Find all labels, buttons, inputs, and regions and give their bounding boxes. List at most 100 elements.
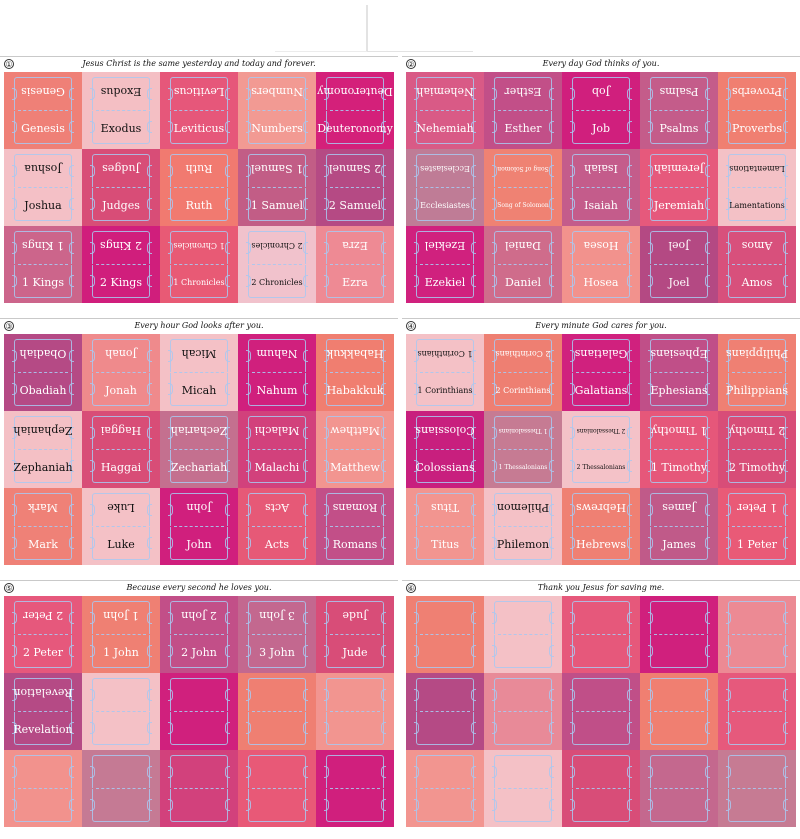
bookmark-tile[interactable] <box>562 596 640 673</box>
bookmark-tile[interactable] <box>562 750 640 827</box>
bookmark-tile[interactable]: Proverbs Proverbs <box>718 72 796 149</box>
bookmark-tile[interactable] <box>160 750 238 827</box>
bookmark-tile[interactable]: John John <box>160 488 238 565</box>
bookmark-tile[interactable]: Ecclesiastes Ecclesiastes <box>406 149 484 226</box>
bookmark-tile[interactable]: Job Job <box>562 72 640 149</box>
bookmark-tile[interactable]: Obadiah Obadiah <box>4 334 82 411</box>
bookmark-tile[interactable] <box>4 750 82 827</box>
bookmark-tile[interactable]: Ruth Ruth <box>160 149 238 226</box>
bookmark-tile[interactable]: Habakkuk Habakkuk <box>316 334 394 411</box>
bookmark-tile[interactable]: 2 Samuel 2 Samuel <box>316 149 394 226</box>
bookmark-tile[interactable]: 2 Kings 2 Kings <box>82 226 160 303</box>
bookmark-tile[interactable]: 2 Timothy 2 Timothy <box>718 411 796 488</box>
bookmark-tile[interactable]: Genesis Genesis <box>4 72 82 149</box>
bookmark-tile[interactable] <box>316 750 394 827</box>
bookmark-tile[interactable]: 2 Corinthians 2 Corinthians <box>484 334 562 411</box>
tab-notch <box>549 88 554 100</box>
bookmark-tile[interactable]: Judges Judges <box>82 149 160 226</box>
bookmark-tile[interactable] <box>640 596 718 673</box>
bookmark-tile[interactable]: Colossians Colossians <box>406 411 484 488</box>
bookmark-tile[interactable]: Zephaniah Zephaniah <box>4 411 82 488</box>
bookmark-tile[interactable] <box>406 596 484 673</box>
bookmark-tile[interactable]: Joshua Joshua <box>4 149 82 226</box>
bookmark-tile[interactable]: Revelation Revelation <box>4 673 82 750</box>
bookmark-tile[interactable] <box>406 673 484 750</box>
bookmark-tile[interactable]: Leviticus Leviticus <box>160 72 238 149</box>
tile-label: Job <box>591 122 611 135</box>
bookmark-tile[interactable]: Romans Romans <box>316 488 394 565</box>
bookmark-tile[interactable]: Acts Acts <box>238 488 316 565</box>
tab-notch <box>246 799 251 811</box>
bookmark-tile[interactable]: Nehemiah Nehemiah <box>406 72 484 149</box>
tab-notch <box>303 799 308 811</box>
bookmark-tile[interactable]: Philippians Philippians <box>718 334 796 411</box>
bookmark-tile[interactable]: Micah Micah <box>160 334 238 411</box>
bookmark-tile[interactable]: Numbers Numbers <box>238 72 316 149</box>
bookmark-tile[interactable]: 1 Kings 1 Kings <box>4 226 82 303</box>
bookmark-tile[interactable]: 1 Thessalonians 1 Thessalonians <box>484 411 562 488</box>
bookmark-tile[interactable]: James James <box>640 488 718 565</box>
bookmark-tile[interactable]: Nahum Nahum <box>238 334 316 411</box>
bookmark-tile[interactable] <box>238 750 316 827</box>
bookmark-tile[interactable]: Titus Titus <box>406 488 484 565</box>
tab-outline <box>726 188 788 221</box>
bookmark-tile[interactable]: Lamentations Lamentations <box>718 149 796 226</box>
bookmark-tile[interactable]: Song of Solomon Song of Solomon <box>484 149 562 226</box>
bookmark-tile[interactable]: Mark Mark <box>4 488 82 565</box>
bookmark-tile[interactable]: 1 Corinthians 1 Corinthians <box>406 334 484 411</box>
bookmark-tile[interactable]: 1 John 1 John <box>82 596 160 673</box>
bookmark-tile[interactable]: Ephesians Ephesians <box>640 334 718 411</box>
bookmark-tile[interactable]: Daniel Daniel <box>484 226 562 303</box>
bookmark-tile[interactable]: Exodus Exodus <box>82 72 160 149</box>
bookmark-tile[interactable] <box>484 750 562 827</box>
bookmark-tile[interactable]: Hosea Hosea <box>562 226 640 303</box>
bookmark-tile[interactable]: Deuteronomy Deuteronomy <box>316 72 394 149</box>
bookmark-tile[interactable]: Esther Esther <box>484 72 562 149</box>
bookmark-tile[interactable] <box>484 673 562 750</box>
bookmark-tile[interactable] <box>562 673 640 750</box>
bookmark-tile[interactable] <box>160 673 238 750</box>
bookmark-tile[interactable] <box>82 750 160 827</box>
fold-line <box>576 634 626 635</box>
bookmark-tile[interactable]: Ezekiel Ezekiel <box>406 226 484 303</box>
bookmark-tile[interactable] <box>640 673 718 750</box>
bookmark-tile[interactable] <box>316 673 394 750</box>
bookmark-tile[interactable]: 1 Peter 1 Peter <box>718 488 796 565</box>
bookmark-tile[interactable]: Jonah Jonah <box>82 334 160 411</box>
tab-notch <box>726 350 731 362</box>
bookmark-tile[interactable] <box>718 673 796 750</box>
bookmark-tile[interactable] <box>640 750 718 827</box>
bookmark-tile[interactable]: Amos Amos <box>718 226 796 303</box>
bookmark-tile[interactable]: Galatians Galatians <box>562 334 640 411</box>
bookmark-tile[interactable]: 2 John 2 John <box>160 596 238 673</box>
bookmark-tile[interactable]: 1 Samuel 1 Samuel <box>238 149 316 226</box>
bookmark-tile[interactable]: Hebrews Hebrews <box>562 488 640 565</box>
bookmark-tile[interactable]: Joel Joel <box>640 226 718 303</box>
bookmark-tile[interactable] <box>406 750 484 827</box>
bookmark-tile[interactable] <box>484 596 562 673</box>
bookmark-tile[interactable]: Philemon Philemon <box>484 488 562 565</box>
bookmark-tile[interactable]: 1 Timothy 1 Timothy <box>640 411 718 488</box>
bookmark-tile[interactable] <box>238 673 316 750</box>
bookmark-tile[interactable]: Isaiah Isaiah <box>562 149 640 226</box>
bookmark-tile[interactable]: 2 Thessalonians 2 Thessalonians <box>562 411 640 488</box>
fold-line <box>654 264 704 265</box>
bookmark-tile[interactable]: Haggai Haggai <box>82 411 160 488</box>
bookmark-tile[interactable] <box>718 596 796 673</box>
bookmark-tile[interactable]: 2 Peter 2 Peter <box>4 596 82 673</box>
bookmark-tile[interactable] <box>718 750 796 827</box>
bookmark-tile[interactable]: Malachi Malachi <box>238 411 316 488</box>
bookmark-tile[interactable]: Psalms Psalms <box>640 72 718 149</box>
bookmark-tile[interactable]: Jeremiah Jeremiah <box>640 149 718 226</box>
bookmark-tile[interactable]: Zechariah Zechariah <box>160 411 238 488</box>
bookmark-tile[interactable]: 1 Chronicles 1 Chronicles <box>160 226 238 303</box>
bookmark-tile[interactable]: Luke Luke <box>82 488 160 565</box>
bookmark-tile[interactable]: Ezra Ezra <box>316 226 394 303</box>
bookmark-tile[interactable]: 2 Chronicles 2 Chronicles <box>238 226 316 303</box>
bookmark-tile[interactable] <box>82 673 160 750</box>
bookmark-tile[interactable]: Matthew Matthew <box>316 411 394 488</box>
tab-notch <box>648 766 653 778</box>
tab-outline <box>570 712 632 745</box>
bookmark-tile[interactable]: 3 John 3 John <box>238 596 316 673</box>
bookmark-tile[interactable]: Jude Jude <box>316 596 394 673</box>
